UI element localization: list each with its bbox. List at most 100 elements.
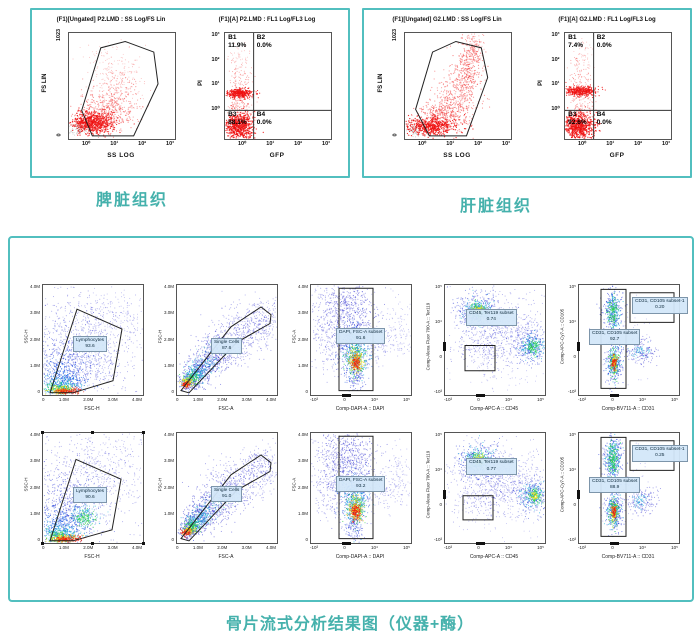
y-axis-ticks: 4.0M 3.0M 2.0M 1.0M 0 [294,284,308,394]
event-scatter [405,33,491,139]
x-axis-ticks: 10⁰ 10¹ 10² 10³ [404,141,510,147]
flow-plot-cd31-cd105-row1: Comp-APC-Cy7-A :: CD105 10⁵ 10⁴ 0 -10³ CD31… [554,280,688,426]
y-axis-ticks: 1023 0 [53,29,66,138]
liver-caption: 肝脏组织 [460,192,532,216]
plot-title: (F1)[A] P2.LMD : FL1 Log/FL3 Log [184,17,350,23]
x-axis-ticks: -10³ 0 10⁴ 10⁵ [444,545,544,550]
y-axis-ticks: 10³ 10² 10¹ 10⁰ [549,32,562,112]
y-axis-ticks: 10³ 10² 10¹ 10⁰ [209,32,222,112]
y-axis-ticks: 4.0M 3.0M 2.0M 1.0M 0 [160,432,174,542]
quadrant-b1: B1 11.9% [228,34,246,50]
plot-area: CD31, CD105 subset-1 0.25 CD31, CD105 su… [577,432,688,545]
event-scatter [225,33,331,139]
spleen-tissue-panel: (F1)[Ungated] P2.LMD : SS Log/FS Lin FS … [30,8,350,178]
selection-handle[interactable] [142,542,145,545]
liver-pi-gfp-plot: (F1)[A] G2.LMD : FL1 Log/FL3 Log PI 10³ 1… [530,12,684,172]
quadrant-b2: B2 0.0% [597,34,612,50]
x-axis-label: Comp-APC-A :: CD45 [444,406,544,412]
quadrant-b1: B1 7.4% [568,34,583,50]
flow-plot-singlecells-row2: FSC-H 4.0M 3.0M 2.0M 1.0M 0 Single Cells 91.… [152,428,282,574]
density-scatter [43,286,143,395]
x-axis-ticks: 0 1.0M 2.0M 3.0M 4.0M [42,545,142,550]
plot-area: Single Cells 87.6 [176,284,278,396]
x-axis-label: FSC-A [176,554,276,560]
axis-zero-bar [443,342,446,352]
axis-zero-bar [577,342,580,352]
y-axis-label: PI [198,33,204,133]
x-axis-label: Comp-DAPI-A :: DAPI [310,406,410,412]
density-scatter [446,285,545,392]
plot-area [404,32,512,140]
plot-area: DAPI, FSC-A subset 91.6 [310,284,412,397]
bone-flow-caption: 骨片流式分析结果图（仪器+酶） [0,610,700,634]
gate-label: CD31, CD105 subset-1 0.20 [632,297,688,314]
plot-area: Lymphocytes 93.6 [42,284,144,396]
selection-handle[interactable] [41,542,44,545]
axis-zero-bar [443,490,446,500]
gate-label: DAPI, FSC-A subset 91.6 [336,327,386,345]
x-axis-ticks: 0 1.0M 2.0M 3.0M 4.0M [176,397,276,402]
x-axis-label: SS LOG [404,152,510,159]
y-axis-ticks: 4.0M 3.0M 2.0M 1.0M 0 [160,284,174,394]
gate-label: Lymphocytes 90.6 [73,486,108,504]
selection-handle[interactable] [91,431,94,434]
x-axis-label: GFP [564,152,670,159]
flow-plot-dapi-row2: FSC-A 4.0M 3.0M 2.0M 1.0M 0 DAPI, FSC-A subs… [286,428,416,574]
plot-title: (F1)[A] G2.LMD : FL1 Log/FL3 Log [524,17,690,23]
axis-zero-bar [342,542,351,545]
y-axis-ticks: 10⁵ 10⁴ 0 -10³ [562,284,576,394]
y-axis-ticks: 10⁵ 10⁴ 0 -10³ [428,432,442,542]
x-axis-label: FSC-A [176,406,276,412]
x-axis-ticks: 0 1.0M 2.0M 3.0M 4.0M [42,397,142,402]
plot-area: Single Cells 91.0 [176,432,278,544]
plot-area: CD45, Ter119 subset 0.74 [443,284,546,397]
axis-zero-bar [476,394,485,397]
y-axis-label: FS LIN [378,33,384,133]
x-axis-ticks: 10⁰ 10¹ 10² 10³ [564,141,670,147]
x-axis-label: Comp-DAPI-A :: DAPI [310,554,410,560]
x-axis-ticks: -10³ 0 10⁴ 10⁵ [444,397,544,402]
x-axis-ticks: -10³ 0 10⁴ 10⁵ [310,397,410,402]
axis-zero-bar [577,490,580,500]
x-axis-ticks: -10³ 0 10⁴ 10⁵ [578,397,678,402]
flow-plot-cd45-ter119-row1: Comp-Alexa Fluor 700-A :: Ter119 10⁵ 10⁴ 0… [420,280,550,426]
flow-plot-lymphocytes-row2: SSC-H 4.0M 3.0M 2.0M 1.0M 0 Lymphocytes 90.6… [18,428,148,574]
gate-label: CD31, CD105 subset 92.7 [589,329,641,346]
plot-area: B1 7.4% B2 0.0% B3 92.6% B4 0.0% [564,32,672,140]
spleen-pi-gfp-plot: (F1)[A] P2.LMD : FL1 Log/FL3 Log PI 10³ 1… [190,12,344,172]
axis-zero-bar [610,542,619,545]
y-axis-ticks: 4.0M 3.0M 2.0M 1.0M 0 [26,284,40,394]
y-axis-ticks: 4.0M 3.0M 2.0M 1.0M 0 [294,432,308,542]
gate-label: CD45, Ter119 subset 0.77 [466,458,517,475]
gate-label: DAPI, FSC-A subset 93.2 [336,475,386,493]
x-axis-ticks: 10⁰ 10¹ 10² 10³ [224,141,330,147]
event-scatter [565,33,671,139]
selection-handle[interactable] [142,431,145,434]
y-axis-ticks: 10⁵ 10⁴ 0 -10³ [428,284,442,394]
quadrant-b3: B3 88.1% [228,111,246,127]
flow-plot-cd31-cd105-row2: Comp-APC-Cy7-A :: CD105 10⁵ 10⁴ 0 -10³ CD31… [554,428,688,574]
y-axis-ticks: 10⁵ 10⁴ 0 -10³ [562,432,576,542]
liver-tissue-panel: (F1)[Ungated] G2.LMD : SS Log/FS Lin FS … [362,8,692,178]
gate-label: CD31, CD105 subset 88.9 [589,477,641,494]
plot-area: CD45, Ter119 subset 0.77 [443,432,546,545]
quadrant-b3: B3 92.6% [568,111,586,127]
plot-area: Lymphocytes 90.6 [41,431,145,545]
bone-flow-panel: SSC-H 4.0M 3.0M 2.0M 1.0M 0 Lymphocytes 93.6… [8,236,694,602]
selection-handle[interactable] [91,542,94,545]
plot-area [68,32,176,140]
density-scatter [445,435,545,543]
plot-area: B1 11.9% B2 0.0% B3 88.1% B4 0.0% [224,32,332,140]
flow-plot-singlecells-row1: FSC-H 4.0M 3.0M 2.0M 1.0M 0 Single Cells 87.… [152,280,282,426]
spleen-caption: 脾脏组织 [96,186,168,210]
selection-handle[interactable] [41,431,44,434]
x-axis-label: Comp-APC-A :: CD45 [444,554,544,560]
flow-plot-cd45-ter119-row2: Comp-Alexa Fluor 700-A :: Ter119 10⁵ 10⁴ 0… [420,428,550,574]
plot-area: CD31, CD105 subset-1 0.20 CD31, CD105 su… [577,284,688,397]
x-axis-label: Comp-BV711-A :: CD31 [578,406,678,412]
x-axis-label: SS LOG [68,152,174,159]
liver-ss-fs-plot: (F1)[Ungated] G2.LMD : SS Log/FS Lin FS … [370,12,524,172]
axis-zero-bar [610,394,619,397]
event-scatter [69,39,175,138]
